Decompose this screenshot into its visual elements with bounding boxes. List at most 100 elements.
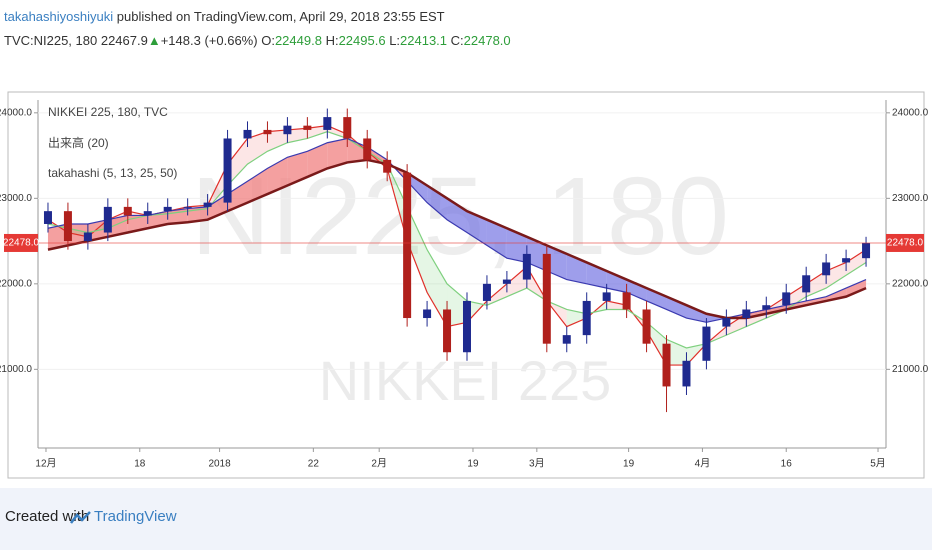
ma-band <box>347 138 368 163</box>
x-tick-label: 16 <box>781 459 793 470</box>
candle-body <box>742 309 751 319</box>
watermark: NIKKEI 225 <box>319 349 612 412</box>
candle-body <box>802 275 811 293</box>
brand[interactable]: TradingView <box>94 508 177 525</box>
ma-band-fast <box>826 262 847 289</box>
candle-body <box>203 202 212 207</box>
ma-band-fast <box>447 283 467 327</box>
ma-band-fast <box>646 322 667 366</box>
created-with: Created with <box>5 508 90 525</box>
candle-body <box>522 253 531 280</box>
candle-body <box>482 283 491 301</box>
logo <box>70 511 91 524</box>
legend-entry: 出来高 (20) <box>48 135 109 150</box>
header-line: takahashiyoshiyuki published on TradingV… <box>4 9 445 24</box>
candle-body <box>822 262 831 276</box>
ma-band <box>107 215 128 237</box>
ma-band <box>267 157 288 195</box>
ma-band <box>307 142 328 177</box>
ma-line <box>47 131 867 349</box>
candle-body <box>642 309 651 344</box>
x-tick-label: 12月 <box>35 458 56 470</box>
ma-band <box>646 288 667 310</box>
candle-body <box>163 206 172 212</box>
x-tick-label: 3月 <box>529 458 545 470</box>
y-tick-label: 21000.0 <box>892 364 929 375</box>
ma-band-fast <box>247 131 268 165</box>
x-tick-label: 19 <box>623 459 635 470</box>
ma-band <box>506 228 527 263</box>
candle-body <box>842 258 851 263</box>
ma-band-fast <box>506 266 527 297</box>
ma-band <box>167 208 188 224</box>
price: 22467.9 <box>100 33 148 48</box>
candle-body <box>63 211 72 242</box>
candle-body <box>862 242 871 259</box>
candle-body <box>343 117 352 139</box>
ma-band-fast <box>227 138 248 186</box>
legend-entry: NIKKEI 225, 180, TVC <box>48 105 168 119</box>
y-tick-label: 23000.0 <box>892 193 929 204</box>
last-price-label: 22478.0 <box>887 238 924 249</box>
candle-body <box>762 305 771 310</box>
ma-band-fast <box>566 309 587 327</box>
ma-band-fast <box>407 206 428 293</box>
x-tick-label: 2月 <box>371 458 387 470</box>
ohlc-o: 22449.8 <box>274 33 322 48</box>
candle-body <box>682 360 691 387</box>
ohlc-h: 22495.6 <box>338 33 386 48</box>
y-tick-label: 22000.0 <box>892 278 929 289</box>
candle-body <box>323 117 332 130</box>
ma-band <box>666 296 687 319</box>
y-tick-label: 24000.0 <box>892 107 929 118</box>
candle-body <box>722 318 731 327</box>
ma-band-fast <box>327 125 348 139</box>
candle-body <box>103 206 112 233</box>
ma-band-fast <box>806 271 827 297</box>
ma-band <box>427 185 448 220</box>
ma-band <box>526 236 547 272</box>
ma-band-fast <box>427 249 448 327</box>
ma-band <box>327 138 348 169</box>
candle-body <box>403 172 412 319</box>
x-tick-label: 5月 <box>870 458 886 470</box>
candle-body <box>303 125 312 130</box>
ma-band <box>626 279 647 301</box>
ma-band <box>287 151 308 186</box>
candle-body <box>462 300 471 353</box>
ma-band-fast <box>786 283 807 310</box>
candle-body <box>223 138 232 203</box>
candle-body <box>383 159 392 173</box>
ohlc-c-label: C: <box>450 33 464 48</box>
candle-body <box>43 211 52 224</box>
candle-body <box>423 309 432 319</box>
ma-band-fast <box>606 300 627 310</box>
ma-band <box>486 219 507 259</box>
candle-body <box>622 292 631 310</box>
symbol-line: TVC:NI225, 180 22467.9▲+148.3 (+0.66%) O… <box>4 33 511 48</box>
ohlc-l-label: L: <box>389 33 401 48</box>
candle-body <box>443 309 452 353</box>
candle-body <box>602 292 611 301</box>
candle-body <box>143 211 152 216</box>
x-tick-label: 4月 <box>695 458 711 470</box>
ma-band-fast <box>107 211 128 229</box>
ma-band-fast <box>846 249 867 276</box>
ma-band <box>447 198 467 233</box>
candle-body <box>702 326 711 361</box>
change: +148.3 (+0.66%) <box>160 33 258 48</box>
author-link[interactable]: takahashiyoshiyuki <box>4 9 114 24</box>
candle-body <box>363 138 372 160</box>
change-arrow: ▲ <box>147 33 161 48</box>
ma-band-fast <box>267 129 288 152</box>
ma-band <box>686 305 707 323</box>
y-tick-label: 23000.0 <box>0 193 32 204</box>
ohlc-l: 22413.1 <box>400 33 448 48</box>
ohlc-h-label: H: <box>325 33 339 48</box>
candle-body <box>123 206 132 216</box>
chart-frame <box>7 91 925 479</box>
ma-band <box>546 245 567 280</box>
y-tick-label: 24000.0 <box>0 107 32 118</box>
ohlc-c: 22478.0 <box>463 33 511 48</box>
